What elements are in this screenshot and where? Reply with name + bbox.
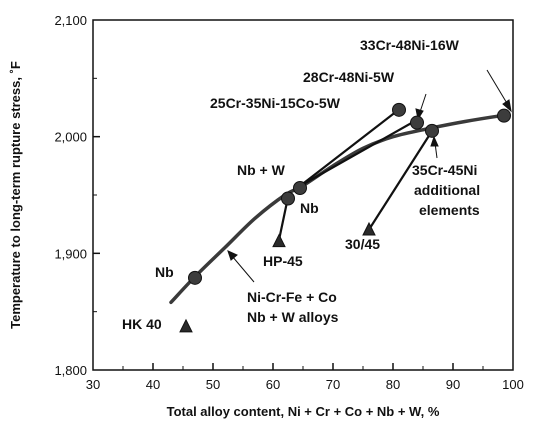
leader-line-28cr [299, 120, 416, 187]
label-28cr-48ni-5w: 28Cr-48Ni-5W [303, 69, 395, 85]
arrow-ni-cr-fe [231, 255, 255, 283]
triangle-point-30-45 [362, 221, 376, 236]
label-nb-w: Nb + W [237, 162, 286, 178]
label-ni-cr-fe-co: Ni-Cr-Fe + Co [247, 289, 337, 305]
x-tick-label: 30 [86, 377, 100, 392]
arrow-33cr-head [502, 99, 512, 113]
data-points [179, 102, 511, 333]
y-axis-ticks: 1,800 1,900 2,000 2,100 [54, 13, 100, 378]
label-elements: elements [419, 202, 480, 218]
y-tick-label: 1,800 [54, 363, 87, 378]
y-tick-label: 2,100 [54, 13, 87, 28]
x-tick-label: 100 [502, 377, 524, 392]
circle-point-nb-w [293, 181, 307, 195]
annotations: 33Cr-48Ni-16W 28Cr-48Ni-5W 25Cr-35Ni-15C… [122, 37, 480, 332]
circle-point-28cr-48ni-5w [410, 115, 424, 130]
x-tick-label: 50 [206, 377, 220, 392]
label-33cr-48ni-16w: 33Cr-48Ni-16W [360, 37, 460, 53]
x-axis-title: Total alloy content, Ni + Cr + Co + Nb +… [167, 404, 440, 419]
label-hp-45: HP-45 [263, 253, 303, 269]
y-tick-label: 2,000 [54, 130, 87, 145]
circle-point-33cr-48ni-16w [497, 108, 511, 123]
leader-lines [277, 110, 433, 241]
label-hk-40: HK 40 [122, 316, 162, 332]
label-nb-w-alloys: Nb + W alloys [247, 309, 339, 325]
circle-point-nb [281, 191, 295, 206]
x-tick-label: 80 [386, 377, 400, 392]
arrow-ni-cr-fe-head [227, 250, 238, 261]
label-35cr-45ni: 35Cr-45Ni [412, 162, 477, 178]
triangle-point-hk-40 [179, 318, 193, 333]
arrow-28cr [419, 93, 427, 113]
triangle-point-hp-45 [272, 233, 286, 248]
label-additional: additional [414, 182, 480, 198]
label-nb-lower: Nb [155, 264, 174, 280]
circle-point-nb [188, 270, 202, 285]
circle-point-35cr-45ni-additional-elements [425, 123, 439, 138]
y-tick-label: 1,900 [54, 246, 87, 261]
arrow-33cr [486, 69, 509, 106]
leader-line-hp45-link [277, 201, 289, 241]
leader-line-30-45-link [369, 130, 433, 229]
x-tick-label: 70 [326, 377, 340, 392]
x-tick-label: 90 [446, 377, 460, 392]
label-25cr-35ni-15co-5w: 25Cr-35Ni-15Co-5W [210, 95, 341, 111]
x-tick-label: 40 [146, 377, 160, 392]
y-axis-title: Temperature to long-term rupture stress,… [8, 61, 23, 329]
x-axis-ticks: 30 40 50 60 70 80 90 100 [86, 363, 524, 392]
circle-point-25cr-35ni-15co-5w [392, 102, 406, 117]
leader-line-25cr [299, 110, 398, 187]
x-tick-label: 60 [266, 377, 280, 392]
label-nb-upper: Nb [300, 200, 319, 216]
arrow-35cr-head [430, 135, 439, 147]
label-30-45: 30/45 [345, 236, 380, 252]
